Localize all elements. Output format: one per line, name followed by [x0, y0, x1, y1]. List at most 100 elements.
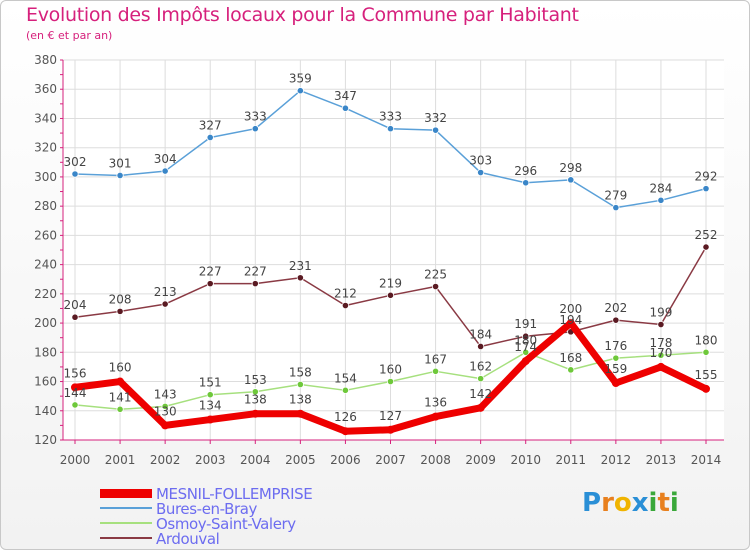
data-label: 126: [334, 410, 357, 424]
legend-label: Ardouval: [156, 530, 220, 548]
legend-swatch: [100, 522, 152, 524]
data-label: 168: [559, 351, 582, 365]
data-point: [657, 351, 665, 359]
data-point: [386, 291, 395, 299]
y-tick-label: 280: [34, 199, 57, 213]
data-point: [161, 421, 170, 430]
data-label: 160: [379, 363, 402, 377]
data-point: [477, 375, 485, 383]
data-point: [116, 405, 124, 413]
data-label: 359: [289, 72, 312, 86]
logo-letter: t: [657, 488, 670, 518]
y-tick-label: 220: [34, 287, 57, 301]
legend-label: MESNIL-FOLLEMPRISE: [156, 485, 313, 503]
data-label: 156: [64, 366, 87, 380]
data-label: 176: [604, 339, 627, 353]
data-label: 302: [64, 155, 87, 169]
data-point: [251, 280, 259, 288]
data-point: [431, 282, 440, 291]
data-label: 154: [334, 371, 357, 385]
data-label: 304: [154, 152, 177, 166]
logo-letter: r: [601, 488, 614, 518]
data-label: 142: [469, 387, 492, 401]
data-point: [567, 366, 575, 374]
data-point: [431, 126, 440, 134]
data-point: [657, 320, 665, 329]
data-label: 200: [559, 302, 582, 316]
data-point: [296, 409, 305, 418]
data-point: [567, 176, 575, 184]
data-point: [71, 170, 79, 178]
data-point: [206, 415, 215, 424]
data-label: 225: [424, 268, 447, 282]
data-label: 155: [695, 368, 718, 382]
data-point: [206, 280, 214, 288]
y-tick-label: 120: [34, 433, 57, 447]
proxiti-logo: Proxiti: [582, 488, 679, 518]
y-tick-label: 340: [34, 111, 57, 125]
data-point: [206, 133, 214, 142]
data-point: [161, 300, 169, 308]
data-point: [702, 243, 710, 251]
data-label: 296: [514, 164, 537, 178]
data-label: 151: [199, 376, 222, 390]
data-point: [522, 348, 530, 356]
data-point: [431, 412, 440, 421]
logo-letter: x: [631, 488, 649, 518]
x-tick-label: 2009: [465, 453, 496, 467]
data-label: 143: [154, 387, 177, 401]
logo-letter: P: [582, 488, 602, 518]
y-tick-label: 160: [34, 375, 57, 389]
legend-swatch: [100, 489, 152, 498]
legend-label: Osmoy-Saint-Valery: [156, 515, 296, 533]
data-label: 301: [109, 156, 132, 170]
data-label: 130: [154, 404, 177, 418]
data-label: 208: [109, 292, 132, 306]
data-point: [476, 403, 485, 412]
data-label: 284: [649, 181, 672, 195]
data-label: 199: [649, 306, 672, 320]
data-label: 158: [289, 365, 312, 379]
data-label: 191: [514, 317, 537, 331]
x-tick-label: 2012: [601, 453, 632, 467]
y-tick-label: 240: [34, 258, 57, 272]
data-label: 327: [199, 118, 222, 132]
data-label: 333: [244, 110, 267, 124]
data-label: 134: [199, 399, 222, 413]
data-label: 252: [695, 228, 718, 242]
data-point: [612, 354, 620, 362]
data-label: 180: [514, 333, 537, 347]
data-label: 162: [469, 360, 492, 374]
data-label: 180: [695, 333, 718, 347]
logo-letter: o: [613, 488, 632, 518]
x-tick-label: 2011: [556, 453, 587, 467]
data-label: 204: [64, 298, 87, 312]
data-label: 136: [424, 396, 447, 410]
data-label: 279: [604, 189, 627, 203]
data-point: [341, 301, 350, 310]
data-label: 178: [649, 336, 672, 350]
data-label: 141: [109, 390, 132, 404]
x-tick-label: 2001: [105, 453, 136, 467]
data-label: 227: [244, 265, 267, 279]
data-point: [251, 409, 260, 418]
data-point: [161, 167, 169, 175]
data-point: [702, 348, 710, 356]
logo-letter: i: [648, 488, 658, 518]
logo-letter: i: [669, 488, 679, 518]
data-label: 212: [334, 287, 357, 301]
y-tick-label: 180: [34, 345, 57, 359]
data-point: [477, 168, 485, 177]
x-tick-label: 2007: [375, 453, 406, 467]
y-tick-label: 300: [34, 170, 57, 184]
x-tick-label: 2003: [195, 453, 226, 467]
data-label: 213: [154, 285, 177, 299]
y-tick-label: 200: [34, 316, 57, 330]
data-point: [341, 427, 350, 436]
x-tick-label: 2010: [510, 453, 541, 467]
data-point: [116, 377, 125, 386]
data-point: [251, 388, 259, 396]
y-tick-label: 320: [34, 141, 57, 155]
data-point: [522, 179, 530, 187]
